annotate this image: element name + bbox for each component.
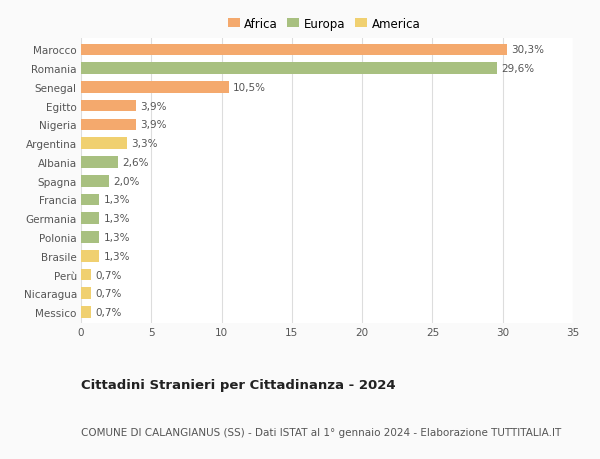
Text: 3,9%: 3,9% bbox=[140, 120, 167, 130]
Bar bbox=[81, 119, 136, 131]
Text: 1,3%: 1,3% bbox=[103, 214, 130, 224]
Text: 10,5%: 10,5% bbox=[233, 83, 266, 93]
Text: COMUNE DI CALANGIANUS (SS) - Dati ISTAT al 1° gennaio 2024 - Elaborazione TUTTIT: COMUNE DI CALANGIANUS (SS) - Dati ISTAT … bbox=[81, 427, 561, 437]
Bar bbox=[81, 288, 91, 299]
Bar bbox=[81, 307, 91, 318]
Bar bbox=[81, 232, 99, 243]
Text: 0,7%: 0,7% bbox=[95, 308, 121, 317]
Text: 1,3%: 1,3% bbox=[103, 195, 130, 205]
Bar bbox=[81, 63, 497, 75]
Bar bbox=[81, 101, 136, 112]
Bar bbox=[81, 82, 229, 94]
Legend: Africa, Europa, America: Africa, Europa, America bbox=[223, 13, 425, 35]
Text: 3,3%: 3,3% bbox=[131, 139, 158, 149]
Text: Cittadini Stranieri per Cittadinanza - 2024: Cittadini Stranieri per Cittadinanza - 2… bbox=[81, 379, 395, 392]
Text: 3,9%: 3,9% bbox=[140, 101, 167, 112]
Bar bbox=[81, 175, 109, 187]
Bar bbox=[81, 45, 507, 56]
Text: 2,0%: 2,0% bbox=[113, 176, 140, 186]
Text: 0,7%: 0,7% bbox=[95, 289, 121, 299]
Bar bbox=[81, 157, 118, 168]
Bar bbox=[81, 213, 99, 224]
Bar bbox=[81, 194, 99, 206]
Bar bbox=[81, 138, 127, 150]
Text: 1,3%: 1,3% bbox=[103, 232, 130, 242]
Text: 30,3%: 30,3% bbox=[511, 45, 544, 55]
Text: 2,6%: 2,6% bbox=[122, 157, 148, 168]
Bar bbox=[81, 251, 99, 262]
Text: 29,6%: 29,6% bbox=[502, 64, 535, 74]
Text: 1,3%: 1,3% bbox=[103, 251, 130, 261]
Text: 0,7%: 0,7% bbox=[95, 270, 121, 280]
Bar bbox=[81, 269, 91, 281]
